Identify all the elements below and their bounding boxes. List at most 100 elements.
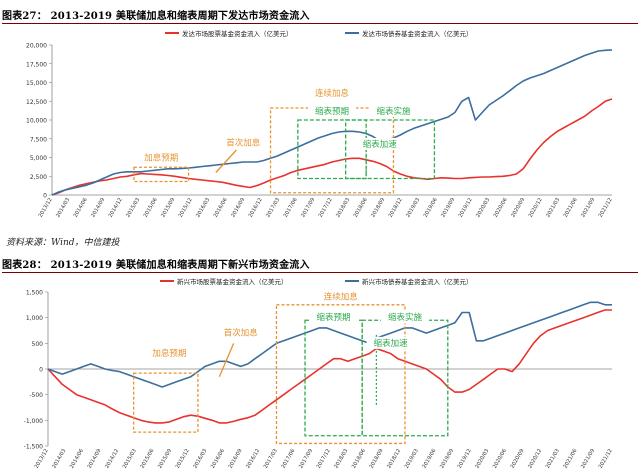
x-tick-label: 2016/12	[245, 448, 261, 470]
annotation-label: 首次加息	[224, 328, 259, 339]
x-tick-label: 2020/06	[492, 448, 508, 470]
y-tick-label: 12,500	[26, 99, 47, 106]
y-tick-label: 500	[32, 341, 44, 348]
x-tick-label: 2014/09	[87, 448, 103, 470]
annotation-label-bg	[308, 87, 356, 99]
x-tick-label: 2014/06	[73, 197, 89, 219]
y-tick-label: 2,500	[30, 174, 47, 181]
x-tick-label: 2019/09	[439, 448, 455, 470]
series-line-1	[47, 309, 612, 424]
y-tick-label: 1,500	[26, 290, 43, 297]
annotation-label-bg	[316, 290, 365, 303]
x-tick-label: 2015/03	[122, 448, 138, 470]
legend-label: 新兴市场债券基金资金流入（亿美元）	[362, 277, 473, 286]
x-tick-label: 2017/12	[316, 448, 332, 470]
annotation-arrow	[215, 149, 237, 173]
x-tick-label: 2020/09	[510, 448, 526, 470]
annotation-label-bg	[369, 105, 418, 117]
y-tick-label: 10,000	[26, 118, 47, 125]
annotation-label-bg	[366, 336, 415, 349]
y-tick-label: 0	[43, 193, 47, 200]
y-tick-label: 1,000	[26, 315, 43, 322]
annotation-label: 缩表预期	[317, 312, 351, 323]
x-tick-label: 2015/09	[160, 197, 176, 219]
y-tick-label: -1,000	[24, 418, 44, 425]
x-tick-label: 2020/12	[528, 197, 544, 219]
x-tick-label: 2021/03	[545, 448, 561, 470]
y-tick-label: 17,500	[26, 61, 47, 68]
annotation-label: 缩表预期	[315, 106, 349, 117]
annotation-label: 缩表实施	[376, 106, 411, 117]
annotation-label-bg	[355, 138, 404, 150]
y-tick-label: 7,500	[30, 136, 47, 143]
x-tick-label: 2020/03	[474, 448, 490, 470]
x-tick-label: 2017/12	[318, 197, 334, 219]
annotation-label: 缩表加速	[363, 139, 398, 150]
x-tick-label: 2015/12	[175, 448, 191, 470]
x-tick-label: 2021/09	[580, 197, 596, 219]
annotation-label: 加息预期	[144, 153, 178, 164]
annotation-label: 加息预期	[152, 348, 186, 359]
annotation-label: 缩表加速	[374, 338, 409, 349]
figure-28-rule	[2, 272, 638, 273]
x-tick-label: 2015/06	[143, 197, 159, 219]
x-tick-label: 2018/03	[333, 448, 349, 470]
x-tick-label: 2018/09	[370, 197, 386, 219]
figure-27-title: 图表27： 2013-2019 美联储加息和缩表周期下发达市场资金流入	[2, 11, 310, 22]
x-tick-label: 2019/12	[457, 448, 473, 470]
figure-27-chart: 0 2,500 5,000 7,500 10,000 12,500 15,000 17,500…	[26, 29, 614, 219]
x-tick-label: 2021/12	[598, 448, 614, 470]
x-tick-label: 2018/06	[351, 448, 367, 470]
legend-label: 发达市场股票基金资金流入（亿美元）	[182, 29, 293, 38]
x-tick-label: 2014/03	[51, 448, 67, 470]
annotation-label-bg	[308, 105, 356, 117]
x-tick-label: 2021/09	[580, 448, 596, 470]
y-tick-label: -1,500	[24, 444, 44, 451]
annotation-label-bg	[309, 311, 358, 324]
x-tick-label: 2016/12	[248, 197, 264, 219]
annotation-label-bg	[145, 347, 194, 360]
x-tick-label: 2019/03	[404, 448, 420, 470]
annotation-label-bg	[216, 326, 265, 339]
x-tick-label: 2021/06	[563, 197, 579, 219]
annotation-label-bg	[219, 136, 268, 149]
y-tick-label: 5,000	[30, 155, 47, 162]
x-tick-label: 2019/09	[440, 197, 456, 219]
x-tick-label: 2016/06	[210, 448, 226, 470]
x-tick-label: 2015/06	[140, 448, 156, 470]
annotation-box	[133, 166, 190, 183]
x-tick-label: 2014/09	[90, 197, 106, 219]
x-tick-label: 2016/03	[195, 197, 211, 219]
series-line-2	[51, 49, 613, 196]
x-tick-label: 2017/09	[300, 197, 316, 219]
x-tick-label: 2014/06	[69, 448, 85, 470]
series-line-2	[47, 301, 612, 388]
annotation-label: 缩表实施	[388, 312, 423, 323]
x-tick-label: 2014/12	[108, 197, 124, 219]
x-tick-label: 2018/09	[369, 448, 385, 470]
x-tick-label: 2017/03	[263, 448, 279, 470]
annotation-box	[345, 119, 436, 180]
x-tick-label: 2018/03	[335, 197, 351, 219]
x-tick-label: 2019/12	[458, 197, 474, 219]
annotation-arrow	[218, 343, 235, 377]
figure-28-title: 图表28： 2013-2019 美联储加息和缩表周期下新兴市场资金流入	[2, 260, 310, 271]
annotation-box	[275, 304, 406, 445]
source-note: 资料来源：Wind，中信建投	[6, 238, 120, 248]
x-tick-label: 2020/09	[510, 197, 526, 219]
x-tick-label: 2014/12	[104, 448, 120, 470]
x-tick-label: 2019/03	[405, 197, 421, 219]
y-tick-label: -500	[29, 392, 43, 399]
annotation-label: 首次加息	[226, 138, 261, 149]
x-tick-label: 2020/03	[475, 197, 491, 219]
x-tick-label: 2013/12	[34, 448, 50, 470]
annotation-box	[133, 372, 199, 433]
x-tick-label: 2021/03	[545, 197, 561, 219]
series-line-1	[51, 98, 613, 196]
x-tick-label: 2016/09	[228, 448, 244, 470]
annotation-label: 连续加息	[315, 88, 350, 99]
y-tick-label: 15,000	[26, 80, 47, 87]
legend-label: 新兴市场股票基金资金流入（亿美元）	[177, 277, 288, 286]
y-tick-label: 0	[39, 367, 43, 374]
x-tick-label: 2021/12	[598, 197, 614, 219]
